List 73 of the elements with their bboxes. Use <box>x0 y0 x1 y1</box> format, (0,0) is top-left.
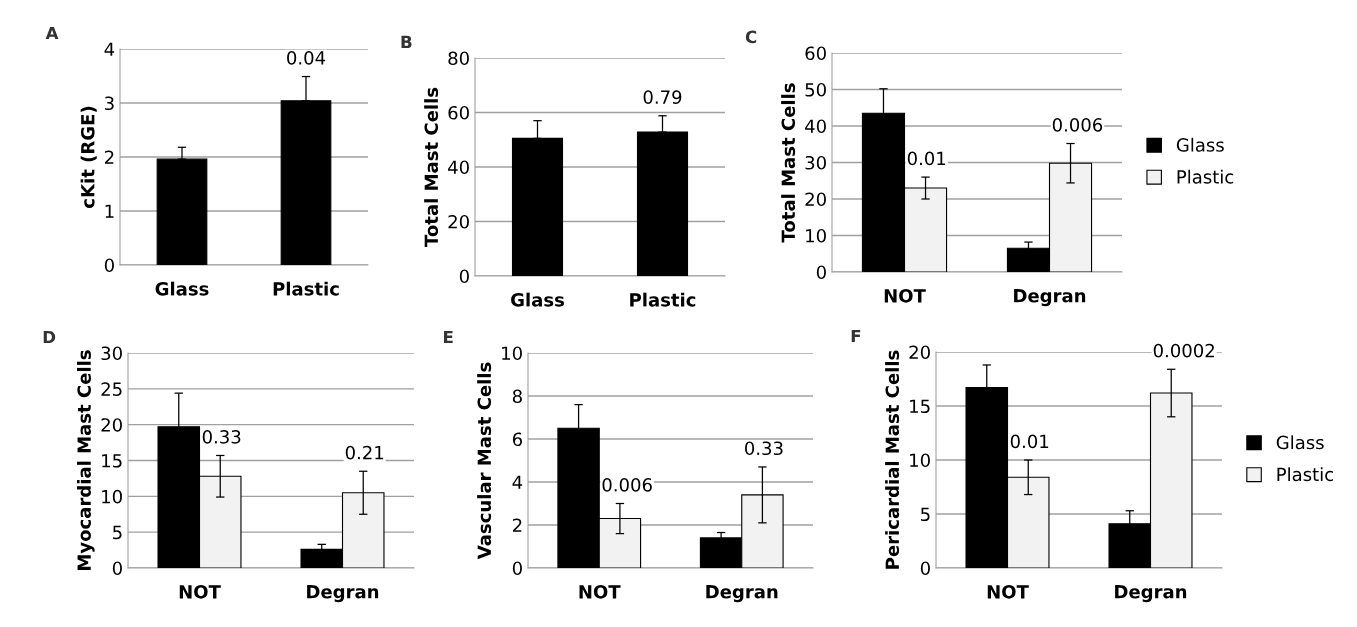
y-tick-label: 10 <box>910 453 930 468</box>
x-tick-label: Glass <box>511 292 564 307</box>
legend-label: Glass <box>1176 137 1224 152</box>
y-tick-label: 20 <box>805 192 826 207</box>
y-tick-label: 20 <box>448 214 469 229</box>
x-tick-label: NOT <box>884 288 926 303</box>
y-tick-label: 0 <box>512 561 522 576</box>
y-axis-title: Total Mast Cells <box>424 87 439 247</box>
y-axis-title: Vascular Mast Cells <box>477 362 492 560</box>
y-tick-label: 4 <box>104 42 115 56</box>
x-tick-label: Degran <box>1014 289 1086 307</box>
x-tick-label: Plastic <box>273 281 339 296</box>
y-tick-label: 5 <box>921 507 930 522</box>
annotation: 0.01 <box>907 151 946 166</box>
annotation: 0.006 <box>1052 118 1103 132</box>
annotation: 0.21 <box>345 445 384 460</box>
annotation: 0.33 <box>745 441 783 456</box>
y-tick-label: 10 <box>102 489 122 504</box>
y-tick-label: 0 <box>816 265 826 280</box>
chart-title: F <box>851 329 861 343</box>
y-tick-label: 10 <box>806 228 826 243</box>
x-tick-label: Degran <box>706 585 778 603</box>
chart-title: D <box>43 330 56 344</box>
annotation: 0.01 <box>1010 434 1049 449</box>
legend-label: Plastic <box>1177 169 1234 184</box>
y-tick-label: 15 <box>102 454 122 468</box>
y-tick-label: 2 <box>512 518 522 532</box>
y-tick-label: 4 <box>512 475 523 489</box>
legend-label: Glass <box>1276 435 1324 450</box>
y-tick-label: 80 <box>448 51 469 66</box>
chart-title: C <box>745 30 757 44</box>
y-tick-label: 25 <box>101 382 122 396</box>
legend-label: Plastic <box>1277 467 1333 482</box>
annotation: 0.0002 <box>1153 343 1214 358</box>
y-tick-label: 5 <box>113 525 122 540</box>
y-tick-label: 6 <box>512 432 522 447</box>
y-tick-label: 15 <box>910 399 930 414</box>
annotation: 0.79 <box>643 90 682 104</box>
y-axis-title: cKit (RGE) <box>80 106 97 208</box>
y-tick-label: 2 <box>104 150 114 164</box>
y-tick-label: 1 <box>105 204 114 218</box>
y-tick-label: 40 <box>448 160 469 175</box>
y-tick-label: 40 <box>805 119 826 134</box>
y-tick-label: 50 <box>805 82 826 97</box>
y-tick-label: 0 <box>112 561 122 576</box>
y-tick-label: 20 <box>101 418 122 432</box>
annotation: 0.33 <box>202 429 241 444</box>
y-axis-title: Total Mast Cells <box>781 83 796 243</box>
chart-title: B <box>401 35 412 48</box>
x-tick-label: NOT <box>987 584 1029 599</box>
y-tick-label: 20 <box>909 345 930 360</box>
x-tick-label: Degran <box>1115 585 1187 603</box>
chart-title: A <box>45 26 59 40</box>
x-tick-label: NOT <box>179 584 221 599</box>
y-tick-label: 60 <box>805 46 826 61</box>
x-tick-label: NOT <box>579 584 621 599</box>
y-tick-label: 30 <box>101 346 122 361</box>
y-tick-label: 8 <box>512 389 522 404</box>
annotation: 0.04 <box>287 51 326 65</box>
y-tick-label: 60 <box>448 105 469 120</box>
y-tick-label: 0 <box>459 269 469 284</box>
annotation: 0.006 <box>602 478 652 492</box>
y-tick-label: 0 <box>920 561 930 576</box>
y-tick-label: 10 <box>502 346 522 361</box>
y-axis-title: Pericardial Mast Cells <box>885 350 900 569</box>
y-tick-label: 30 <box>805 155 826 170</box>
y-tick-label: 3 <box>105 96 114 111</box>
x-tick-label: Plastic <box>630 292 696 307</box>
y-tick-label: 0 <box>104 258 114 273</box>
x-tick-label: Glass <box>155 281 209 296</box>
y-axis-title: Myocardial Mast Cells <box>76 350 95 570</box>
chart-title: E <box>444 330 453 344</box>
x-tick-label: Degran <box>307 585 379 603</box>
